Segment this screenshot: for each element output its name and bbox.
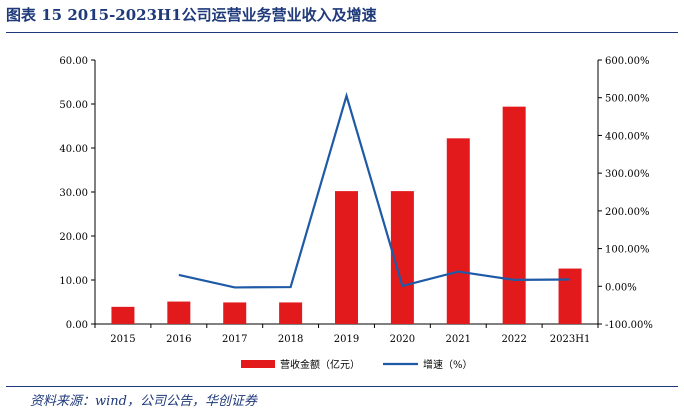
right-tick-label: 100.00% bbox=[605, 245, 650, 256]
right-tick-label: 300.00% bbox=[605, 169, 650, 180]
legend-label-revenue: 营收金额（亿元） bbox=[280, 358, 360, 371]
left-tick-label: 0.00 bbox=[66, 320, 88, 331]
revenue-bar bbox=[111, 306, 135, 324]
right-tick-label: 400.00% bbox=[605, 131, 650, 142]
x-tick-label: 2015 bbox=[110, 334, 135, 345]
title-divider bbox=[6, 32, 678, 33]
left-tick-label: 40.00 bbox=[59, 144, 88, 155]
growth-line bbox=[178, 91, 571, 289]
x-tick-label: 2023H1 bbox=[550, 334, 591, 345]
revenue-bar bbox=[335, 191, 358, 324]
x-tick-label: 2022 bbox=[501, 334, 526, 345]
revenue-bars bbox=[111, 106, 582, 324]
right-tick-label: 200.00% bbox=[605, 207, 650, 218]
x-tick-label: 2017 bbox=[222, 334, 247, 345]
revenue-bar bbox=[502, 106, 526, 324]
revenue-bar bbox=[390, 191, 414, 324]
revenue-bar bbox=[167, 301, 191, 324]
x-tick-label: 2021 bbox=[446, 334, 471, 345]
left-tick-label: 10.00 bbox=[59, 276, 88, 287]
legend-label-growth: 增速（%） bbox=[423, 358, 473, 371]
source-note: 资料来源：wind，公司公告，华创证券 bbox=[30, 394, 257, 409]
chart-legend: 营收金额（亿元） 增速（%） bbox=[241, 358, 473, 371]
x-tick-label: 2016 bbox=[166, 334, 191, 345]
x-tick-label: 2020 bbox=[390, 334, 415, 345]
revenue-bar bbox=[279, 302, 303, 324]
right-tick-label: 0.00% bbox=[605, 282, 637, 293]
left-tick-label: 50.00 bbox=[59, 100, 88, 111]
right-tick-label: 600.00% bbox=[605, 56, 650, 67]
left-tick-label: 30.00 bbox=[59, 188, 88, 199]
growth-line-path bbox=[178, 91, 571, 289]
x-tick-label: 2019 bbox=[334, 334, 359, 345]
left-tick-label: 20.00 bbox=[59, 232, 88, 243]
x-tick-label: 2018 bbox=[278, 334, 303, 345]
revenue-bar bbox=[223, 302, 247, 324]
revenue-bar bbox=[558, 268, 582, 324]
right-tick-label: 500.00% bbox=[605, 94, 650, 105]
legend-swatch-revenue bbox=[241, 360, 275, 368]
chart-title: 图表 15 2015-2023H1公司运营业务营业收入及增速 bbox=[6, 6, 377, 24]
source-divider bbox=[6, 386, 678, 387]
left-tick-label: 60.00 bbox=[59, 56, 88, 67]
right-tick-label: -100.00% bbox=[605, 320, 653, 331]
revenue-bar bbox=[446, 138, 470, 324]
